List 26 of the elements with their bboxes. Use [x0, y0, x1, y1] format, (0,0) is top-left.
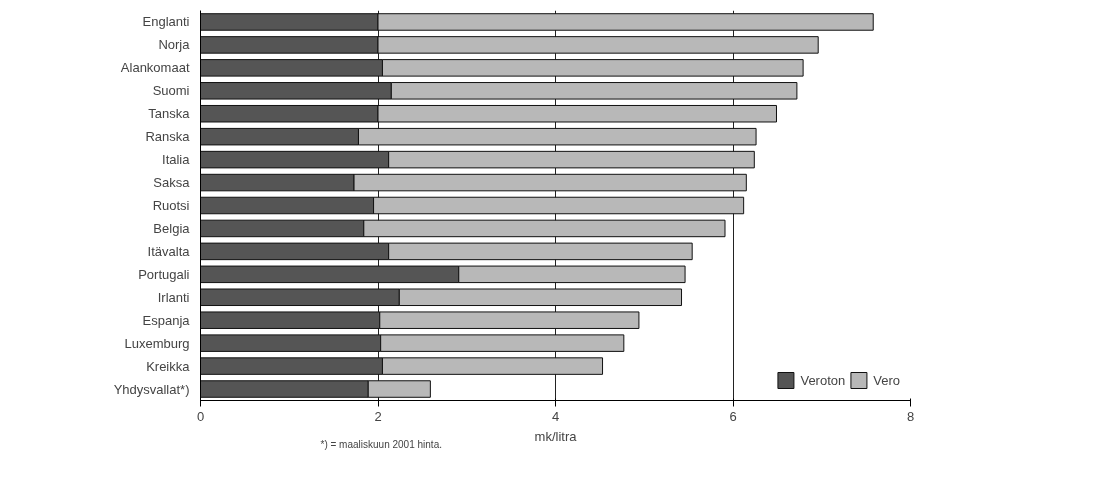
- x-tick-label: 4: [551, 408, 560, 424]
- x-axis-title: mk/litra: [534, 428, 578, 444]
- legend-label: Vero: [873, 372, 900, 388]
- y-tick-label: Suomi: [152, 83, 190, 99]
- y-tick-label: Italia: [162, 152, 191, 168]
- x-tick-label: 6: [729, 408, 737, 424]
- y-tick-label: Yhdysvallat*): [113, 381, 190, 397]
- text: *) = maaliskuun 2001 hinta.: [320, 438, 442, 450]
- y-tick-label: Norja: [158, 37, 191, 53]
- x-tick-label: 2: [374, 408, 382, 424]
- y-tick-label: Espanja: [142, 312, 191, 328]
- y-tick-label: Alankomaat: [120, 60, 190, 76]
- y-tick-label: Ranska: [145, 129, 191, 145]
- y-tick-label: Irlanti: [157, 289, 190, 305]
- y-tick-label: Englanti: [142, 14, 190, 30]
- y-tick-label: Saksa: [153, 175, 191, 191]
- y-tick-label: Kreikka: [146, 358, 191, 374]
- y-tick-label: Portugali: [138, 266, 190, 282]
- y-tick-label: Ruotsi: [152, 198, 190, 213]
- y-tick-label: Luxemburg: [124, 335, 190, 351]
- x-tick-label: 0: [196, 408, 205, 424]
- y-tick-label: Tanska: [148, 106, 191, 122]
- x-tick-label: 8: [906, 408, 915, 424]
- y-tick-label: Itävalta: [147, 243, 191, 259]
- y-tick-label: Belgia: [153, 220, 191, 236]
- legend-label: Veroton: [800, 372, 846, 388]
